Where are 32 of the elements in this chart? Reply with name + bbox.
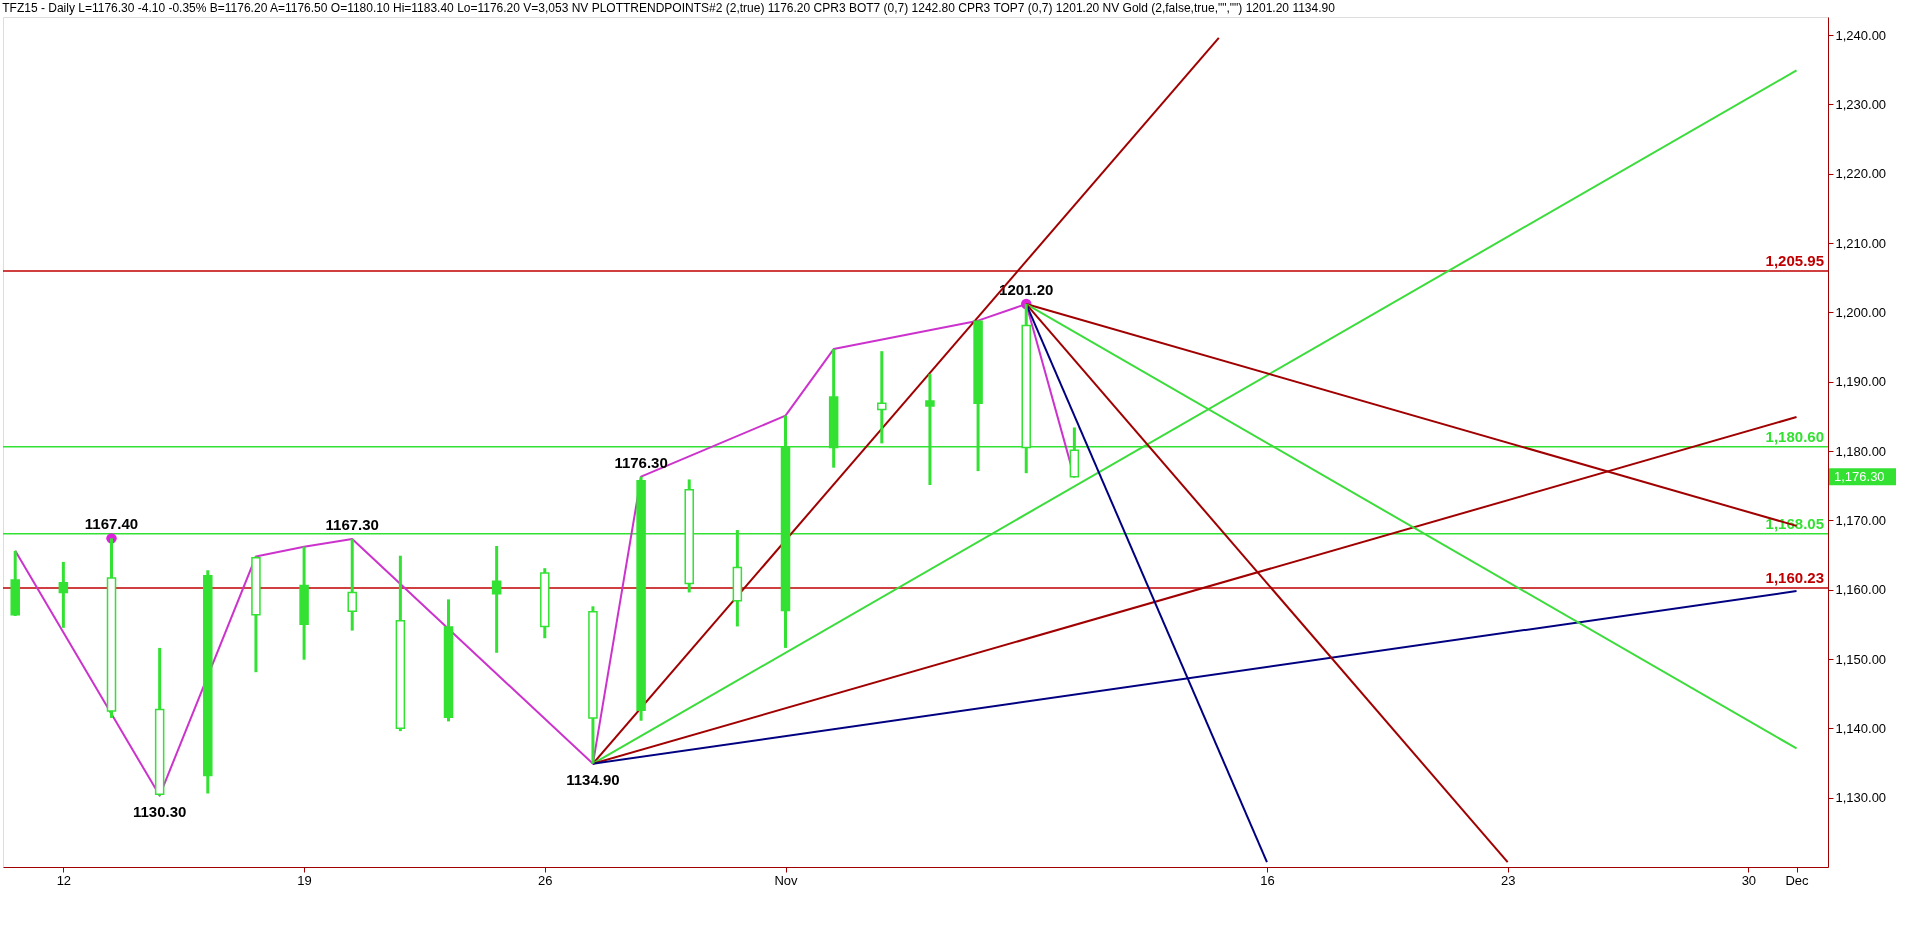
x-tick-label: 16 (1260, 872, 1275, 888)
ref-line-label: 1,168.05 (1765, 514, 1824, 532)
y-tick-label: 1,160.00 (1835, 582, 1887, 598)
data-label: 1167.40 (84, 515, 139, 533)
ref-line-label: 1,180.60 (1765, 427, 1824, 445)
data-label: 1130.30 (132, 802, 187, 820)
text: 1,176.30 (1834, 468, 1885, 484)
x-tick-label: 30 (1741, 872, 1757, 888)
x-tick-label: Nov (774, 872, 799, 888)
x-tick-label: 12 (56, 872, 72, 888)
ref-line-label: 1,205.95 (1765, 252, 1824, 270)
x-tick-label: 23 (1500, 872, 1516, 888)
y-tick-label: 1,210.00 (1835, 235, 1887, 251)
x-tick-label: 26 (538, 872, 553, 888)
data-label: 1176.30 (614, 453, 668, 471)
ref-line-label: 1,160.23 (1765, 569, 1824, 587)
y-tick-label: 1,190.00 (1835, 374, 1887, 390)
x-tick-label: 19 (297, 872, 312, 888)
y-tick-label: 1,220.00 (1835, 166, 1887, 182)
y-tick-label: 1,170.00 (1835, 512, 1887, 528)
x-tick-label: Dec (1785, 872, 1810, 888)
chart-title: TFZ15 - Daily L=1176.30 -4.10 -0.35% B=1176.20 A=1176.50 O=1180.10 Hi=1183.40 Lo=1176.20 V=3,053 NV PLOTTRENDPOINTS#2 (2,true) 1176.20 CPR3 BOT7 (0,7) 1242.80 CPR3 TOP7 (0,7) 1201.20 NV Gold (2,false,true,"","") 1201.20 1134.90 (2, 1, 1336, 15)
y-tick-label: 1,140.00 (1835, 720, 1887, 736)
y-tick-label: 1,150.00 (1835, 651, 1887, 667)
data-label: 1201.20 (999, 281, 1054, 299)
y-tick-label: 1,180.00 (1835, 443, 1887, 459)
data-label: 1134.90 (566, 770, 620, 788)
y-tick-label: 1,230.00 (1835, 96, 1887, 112)
y-tick-label: 1,130.00 (1835, 790, 1887, 806)
data-label: 1167.30 (325, 516, 379, 534)
y-tick-label: 1,200.00 (1835, 304, 1887, 320)
y-tick-label: 1,240.00 (1835, 27, 1887, 43)
